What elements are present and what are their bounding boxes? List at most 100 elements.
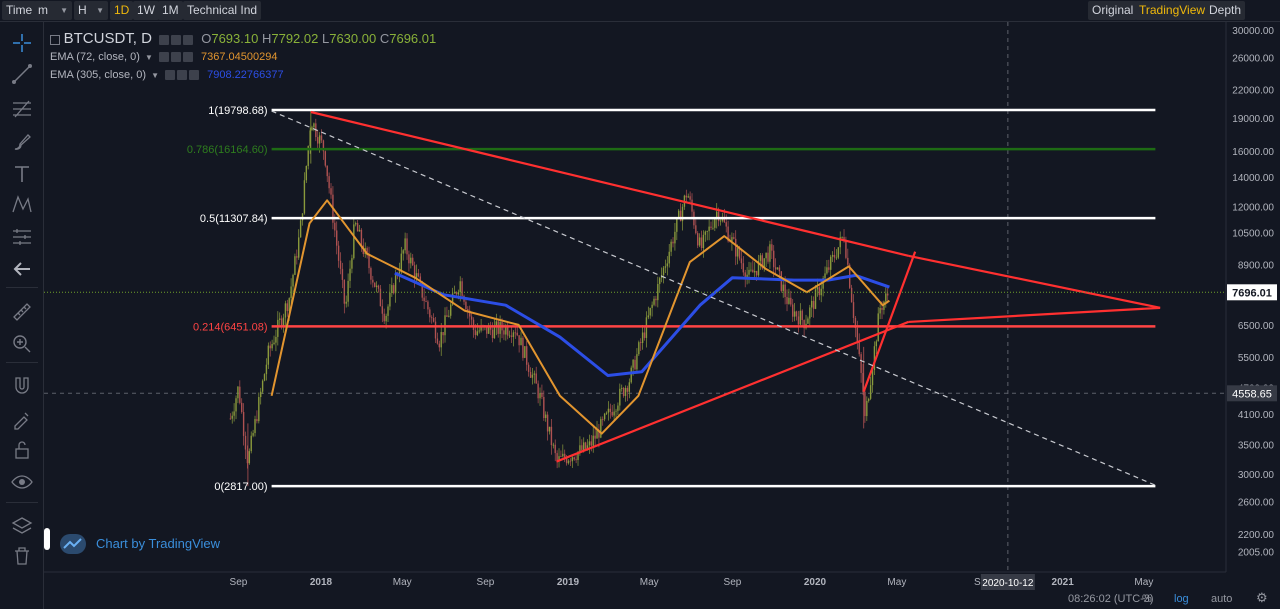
fib-tool-icon[interactable]: [10, 97, 34, 121]
brush-icon[interactable]: [10, 130, 34, 154]
crosshair-icon[interactable]: [10, 31, 34, 55]
candle-body: [531, 374, 534, 378]
candle-body: [292, 274, 294, 287]
toolbar-collapse-handle[interactable]: [44, 528, 50, 550]
lock-drawings-icon[interactable]: [10, 407, 34, 431]
candle-body: [539, 393, 541, 399]
lock-icon[interactable]: [10, 438, 34, 462]
fib-level-label: 0.5(11307.84): [200, 213, 268, 225]
time-axis[interactable]: Sep 2018 May Sep 2019 May Sep 2020 May Se 2021 May 2…: [230, 574, 1154, 590]
candle-body: [626, 387, 629, 392]
caret-down-icon[interactable]: ▼: [144, 53, 153, 62]
candle-body: [546, 414, 549, 432]
candle-body: [641, 332, 644, 344]
zoom-in-icon[interactable]: [10, 332, 34, 356]
candle-body: [676, 217, 678, 232]
ema72-label[interactable]: EMA (72, close, 0): [50, 51, 140, 63]
candle-body: [575, 459, 577, 461]
candle-body: [569, 460, 572, 462]
candle-body: [622, 387, 625, 396]
status-bar: 08:26:02 (UTC-3) % log auto ⚙: [0, 590, 1280, 609]
caret-down-icon[interactable]: ▼: [151, 71, 159, 80]
trash-icon[interactable]: [10, 544, 34, 568]
interval-1w-button[interactable]: 1W: [133, 1, 159, 20]
candle-body: [742, 263, 745, 273]
candle-body: [655, 298, 657, 301]
price-axis[interactable]: 30000.00 26000.00 22000.00 19000.00 16000.00…: [1227, 26, 1277, 559]
interval-1d-button[interactable]: 1D: [110, 1, 134, 20]
pattern-icon[interactable]: [10, 192, 34, 216]
candle-body: [651, 304, 653, 308]
candle-body: [336, 230, 338, 246]
candle-body: [254, 419, 256, 434]
view-original-button[interactable]: Original: [1088, 1, 1138, 20]
top-toolbar: Time m ▼ H ▼ 1D 1W 1M Technical Ind Origin…: [0, 0, 1280, 22]
ruler-icon[interactable]: [10, 300, 34, 324]
candle-body: [831, 254, 834, 257]
settings-gear-icon[interactable]: ⚙: [1256, 590, 1268, 605]
candle-body: [379, 288, 382, 307]
candle-body: [790, 297, 792, 305]
candle-body: [664, 266, 667, 268]
candle-body: [239, 386, 241, 403]
candle-body: [577, 451, 579, 460]
candle-body: [700, 237, 703, 249]
ema305-label[interactable]: EMA (305, close, 0): [50, 69, 146, 81]
prediction-icon[interactable]: [10, 225, 34, 249]
candle-body: [383, 313, 385, 322]
clock-label: 08:26:02 (UTC-3): [1068, 593, 1154, 605]
candle-body: [558, 456, 560, 461]
view-tradingview-button[interactable]: TradingView: [1135, 1, 1210, 20]
layers-icon[interactable]: [10, 514, 34, 538]
fibonacci-retracement[interactable]: 1(19798.68) 0.786(16164.60) 0.5(11307.84) 0…: [187, 105, 1156, 493]
candle-body: [883, 301, 885, 310]
candle-body: [672, 241, 674, 244]
magnet-icon[interactable]: [10, 374, 34, 398]
watermark-label[interactable]: Chart by TradingView: [96, 536, 221, 551]
triangle-trendline: [556, 320, 909, 463]
candle-body: [556, 453, 558, 461]
text-tool-icon[interactable]: [10, 162, 34, 186]
candle-body: [347, 280, 349, 302]
interval-1m-button[interactable]: 1M: [158, 1, 183, 20]
candle-body: [613, 411, 615, 416]
candle-body: [560, 456, 562, 457]
eye-icon[interactable]: [10, 470, 34, 494]
auto-toggle[interactable]: auto: [1211, 593, 1233, 605]
legend-controls[interactable]: [165, 66, 201, 84]
candle-body: [258, 397, 260, 422]
back-arrow-icon[interactable]: [10, 257, 34, 281]
log-toggle[interactable]: log: [1174, 593, 1189, 605]
minutes-dropdown[interactable]: m ▼: [34, 1, 72, 20]
view-depth-button[interactable]: Depth: [1205, 1, 1246, 20]
time-button[interactable]: Time: [2, 1, 37, 20]
candle-body: [592, 435, 594, 446]
candle-body: [679, 210, 682, 222]
candle-body: [871, 370, 874, 386]
candle-body: [410, 257, 412, 264]
price-tick-label: 19000.00: [1232, 114, 1274, 125]
candle-body: [309, 130, 311, 146]
time-tick-label: 2018: [310, 577, 333, 588]
candle-body: [446, 315, 448, 317]
legend-controls[interactable]: [158, 48, 195, 66]
price-tick-label: 22000.00: [1232, 86, 1274, 97]
percent-toggle[interactable]: %: [1142, 593, 1152, 605]
symbol-legend-row: BTCUSDT, D O7693.10 H7792.02 L7630.00 C7…: [50, 30, 436, 48]
candle-body: [514, 332, 517, 334]
technical-indicators-button[interactable]: Technical Ind: [183, 1, 262, 20]
candle-body: [328, 176, 330, 189]
candle-body: [425, 301, 427, 302]
candle-body: [317, 137, 319, 144]
legend-controls[interactable]: [158, 31, 195, 49]
candle-body: [615, 410, 617, 412]
hours-dropdown[interactable]: H ▼: [74, 1, 108, 20]
trendlines[interactable]: [271, 110, 1161, 486]
trend-line-icon[interactable]: [10, 62, 34, 86]
candle-body: [645, 317, 648, 338]
price-tick-label: 8900.00: [1238, 260, 1275, 271]
price-tick-label: 6500.00: [1238, 321, 1275, 332]
symbol-label[interactable]: BTCUSDT, D: [63, 30, 152, 47]
candle-body: [233, 411, 235, 416]
